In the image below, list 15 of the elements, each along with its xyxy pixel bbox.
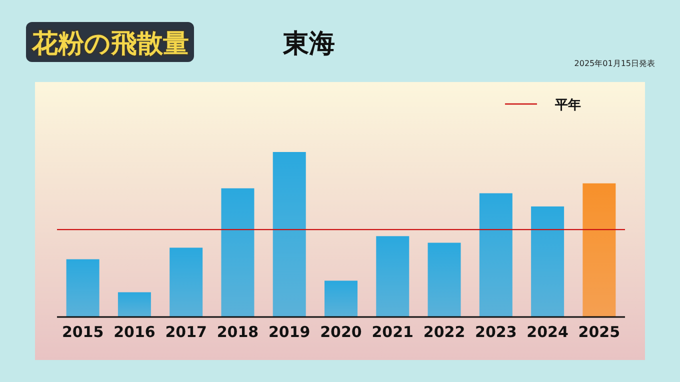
chart-subtitle: 東海 (282, 29, 335, 59)
text: 2025年01月15日発表 (574, 59, 655, 68)
x-tick-label: 2022 (423, 323, 466, 341)
x-tick-label: 2021 (372, 323, 414, 341)
x-tick-label: 2023 (475, 323, 517, 341)
chart-title: 花粉の飛散量 (31, 29, 189, 59)
x-tick-label: 2020 (320, 323, 362, 341)
x-tick-label: 2017 (165, 323, 207, 341)
legend-label: 平年 (554, 98, 581, 113)
x-tick-label: 2019 (268, 323, 310, 341)
x-tick-label: 2024 (526, 323, 568, 341)
x-tick-label: 2018 (216, 323, 259, 341)
x-tick-label: 2015 (62, 323, 104, 341)
x-tick-label: 2016 (114, 323, 156, 341)
x-tick-label: 2025 (578, 323, 620, 341)
